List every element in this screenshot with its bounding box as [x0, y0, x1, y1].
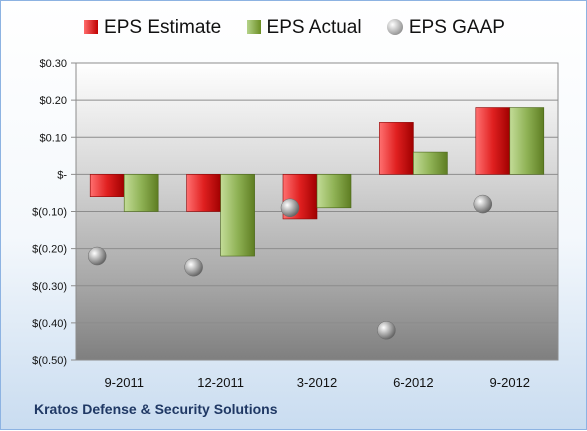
y-tick-label: $0.10: [39, 132, 67, 144]
eps-actual-bar: [316, 174, 352, 209]
legend-item-estimate: EPS Estimate: [84, 17, 221, 39]
eps-actual-bar: [220, 174, 255, 257]
x-tick-label: 9-2011: [104, 375, 144, 390]
eps-estimate-bar: [186, 174, 221, 212]
gaap-swatch-icon: [386, 19, 403, 35]
eps-gaap-marker: [184, 257, 203, 277]
company-name: Kratos Defense & Security Solutions: [34, 401, 278, 417]
eps-actual-bar: [509, 107, 545, 175]
y-tick-label: $0.20: [39, 95, 67, 107]
y-tick-label: $(0.40): [32, 318, 67, 330]
legend-item-actual: EPS Actual: [246, 17, 362, 39]
y-tick-label: $0.30: [39, 58, 67, 70]
eps-gaap-marker: [280, 198, 300, 218]
y-tick-label: $(0.30): [32, 281, 67, 293]
eps-actual-bar: [413, 151, 448, 175]
legend: EPS Estimate EPS Actual EPS GAAP: [1, 17, 587, 39]
eps-gaap-marker: [377, 321, 396, 340]
eps-estimate-bar: [89, 174, 125, 197]
y-tick-label: $(0.20): [32, 244, 67, 256]
legend-label-estimate: EPS Estimate: [104, 17, 222, 38]
legend-item-gaap: EPS GAAP: [386, 17, 505, 39]
x-tick-label: 9-2012: [490, 375, 530, 390]
eps-estimate-bar: [475, 107, 511, 175]
x-tick-label: 3-2012: [297, 375, 337, 390]
eps-gaap-marker: [473, 194, 493, 214]
x-tick-label: 12-2011: [197, 375, 244, 390]
legend-label-actual: EPS Actual: [266, 17, 362, 38]
eps-estimate-bar: [379, 122, 414, 175]
eps-actual-bar: [123, 174, 159, 212]
x-tick-label: 6-2012: [393, 375, 433, 390]
y-tick-label: $(0.50): [32, 355, 67, 367]
eps-gaap-marker: [87, 246, 107, 266]
estimate-swatch-icon: [84, 20, 99, 34]
legend-label-gaap: EPS GAAP: [408, 17, 505, 38]
actual-swatch-icon: [246, 20, 261, 34]
y-tick-label: $(0.10): [32, 207, 67, 219]
y-tick-label: $-: [57, 169, 67, 181]
